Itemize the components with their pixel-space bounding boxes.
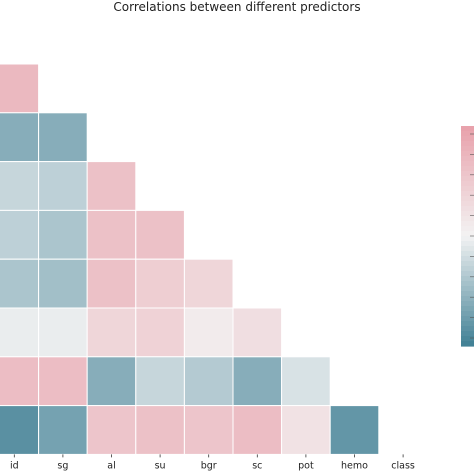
colorbar-segment <box>461 211 474 217</box>
heatmap-cell <box>38 209 88 260</box>
heatmap-cell <box>183 356 234 407</box>
colorbar-segment <box>461 296 474 302</box>
x-tick-label: su <box>155 460 166 471</box>
colorbar-segment <box>461 141 474 147</box>
colorbar-segment <box>461 321 474 327</box>
chart-title: Correlations between different predictor… <box>113 0 361 14</box>
colorbar-segment <box>461 216 474 222</box>
x-tick-label: sc <box>252 460 262 471</box>
heatmap-cell <box>86 258 137 309</box>
x-tick-label: bgr <box>201 460 217 471</box>
heatmap-cell <box>86 161 137 211</box>
colorbar-segment <box>461 201 474 207</box>
colorbar-segment <box>461 241 474 247</box>
colorbar-segment <box>461 291 474 297</box>
heatmap-cell <box>281 356 331 407</box>
x-tick-label: class <box>391 460 415 471</box>
colorbar-segment <box>461 206 474 212</box>
colorbar-segment <box>461 271 474 277</box>
colorbar-segment <box>461 151 474 157</box>
colorbar-segment <box>461 186 474 192</box>
colorbar-segment <box>461 156 474 162</box>
colorbar-segment <box>461 336 474 342</box>
heatmap-cell <box>183 307 234 358</box>
heatmap-cell <box>86 307 137 358</box>
heatmap-cell <box>232 307 283 358</box>
heatmap-cell <box>0 258 40 309</box>
colorbar-segment <box>461 306 474 312</box>
colorbar-segment <box>461 301 474 307</box>
heatmap-cell <box>0 405 40 455</box>
colorbar-segment <box>461 281 474 287</box>
heatmap-cell <box>135 209 185 260</box>
colorbar-segment <box>461 276 474 282</box>
heatmap-cell <box>281 405 331 455</box>
heatmap-cell <box>0 161 40 211</box>
colorbar-segment <box>461 196 474 202</box>
colorbar-segment <box>461 236 474 242</box>
heatmap-cell <box>0 112 40 163</box>
colorbar-segment <box>461 126 474 132</box>
heatmap-cell <box>38 112 88 163</box>
colorbar-segment <box>461 166 474 172</box>
x-tick-label: al <box>107 460 115 471</box>
colorbar <box>461 126 474 347</box>
colorbar-segment <box>461 176 474 182</box>
colorbar-segment <box>461 286 474 292</box>
heatmap-cells <box>0 63 380 455</box>
heatmap-cell <box>232 405 283 455</box>
colorbar-segment <box>461 311 474 317</box>
colorbar-segment <box>461 256 474 262</box>
colorbar-segment <box>461 316 474 322</box>
colorbar-segment <box>461 221 474 227</box>
heatmap-cell <box>86 209 137 260</box>
x-axis-tick-labels: id sg al su bgr sc pot hemo class <box>10 454 415 471</box>
heatmap-cell <box>0 307 40 358</box>
heatmap-cell <box>86 356 137 407</box>
colorbar-segment <box>461 266 474 272</box>
x-tick-label: pot <box>298 460 314 471</box>
colorbar-segment <box>461 171 474 177</box>
x-tick-label: hemo <box>341 460 368 471</box>
colorbar-segment <box>461 161 474 167</box>
heatmap-cell <box>135 405 185 455</box>
heatmap-cell <box>38 258 88 309</box>
colorbar-segment <box>461 261 474 267</box>
colorbar-segment <box>461 341 474 347</box>
x-tick-label: id <box>10 460 19 471</box>
heatmap-cell <box>38 405 88 455</box>
heatmap-cell <box>38 161 88 211</box>
colorbar-segment <box>461 131 474 137</box>
heatmap-cell <box>135 356 185 407</box>
colorbar-segment <box>461 191 474 197</box>
heatmap-cell <box>232 356 283 407</box>
heatmap-cell <box>38 356 88 407</box>
heatmap-cell <box>0 356 40 407</box>
x-tick-label: sg <box>57 460 68 471</box>
colorbar-segment <box>461 231 474 237</box>
heatmap-cell <box>86 405 137 455</box>
heatmap-cell <box>38 307 88 358</box>
colorbar-segment <box>461 246 474 252</box>
heatmap-cell <box>135 258 185 309</box>
colorbar-segment <box>461 326 474 332</box>
heatmap-cell <box>329 405 380 455</box>
colorbar-segment <box>461 331 474 337</box>
colorbar-segment <box>461 181 474 187</box>
heatmap-cell <box>135 307 185 358</box>
heatmap-cell <box>0 209 40 260</box>
heatmap-cell <box>183 405 234 455</box>
colorbar-segment <box>461 226 474 232</box>
colorbar-segment <box>461 136 474 142</box>
heatmap-cell <box>183 258 234 309</box>
colorbar-segment <box>461 251 474 257</box>
colorbar-segment <box>461 146 474 152</box>
heatmap-cell <box>0 63 40 114</box>
